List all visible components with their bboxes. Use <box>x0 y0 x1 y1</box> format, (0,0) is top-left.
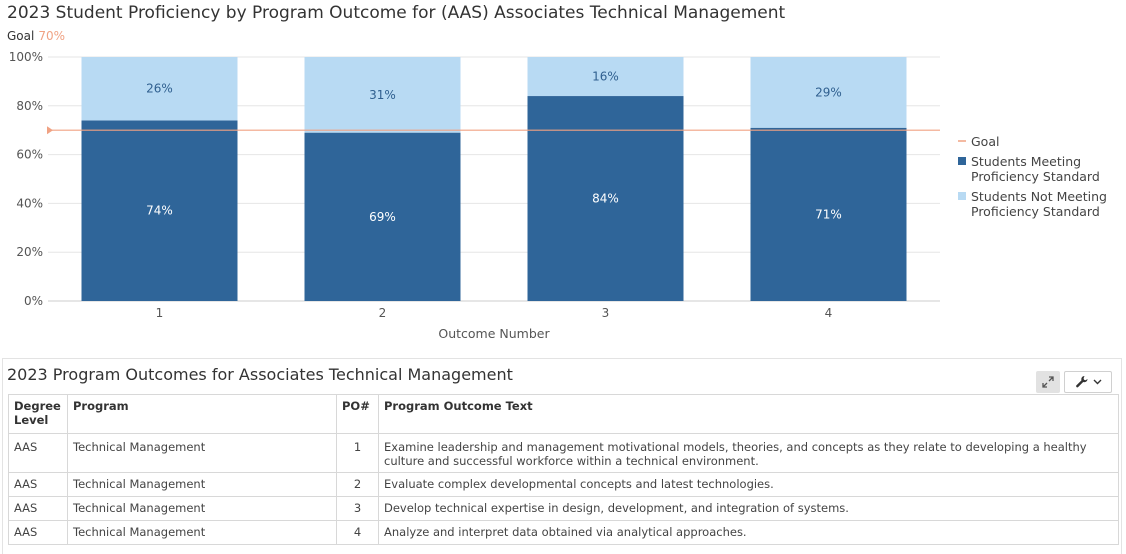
cell-program: Technical Management <box>67 433 337 473</box>
bar-not-meeting <box>304 57 461 133</box>
chart-title: 2023 Student Proficiency by Program Outc… <box>7 3 786 23</box>
cell-po: 2 <box>336 472 379 497</box>
table-row: AAS Technical Management 1 Examine leade… <box>8 433 1119 473</box>
cell-degree-level: AAS <box>8 472 68 497</box>
cell-program: Technical Management <box>67 520 337 545</box>
data-label-not-meeting: 26% <box>146 82 173 96</box>
bar-meeting <box>750 127 907 301</box>
panel-title: 2023 Program Outcomes for Associates Tec… <box>7 365 513 384</box>
bar-not-meeting <box>81 57 238 121</box>
table-header-row: Degree Level Program PO# Program Outcome… <box>8 394 1119 434</box>
cell-program: Technical Management <box>67 496 337 521</box>
y-tick-label: 100% <box>9 50 43 64</box>
cell-outcome-text: Evaluate complex developmental concepts … <box>378 472 1119 497</box>
legend-goal-label: Goal <box>971 134 999 149</box>
x-tick-label: 3 <box>602 306 610 320</box>
y-tick-label: 80% <box>16 99 43 113</box>
cell-outcome-text: Analyze and interpret data obtained via … <box>378 520 1119 545</box>
y-tick-label: 0% <box>24 294 43 308</box>
cell-degree-level: AAS <box>8 520 68 545</box>
data-label-not-meeting: 29% <box>815 85 842 99</box>
x-tick-label: 2 <box>379 306 387 320</box>
y-tick-label: 40% <box>16 196 43 210</box>
data-label-meeting: 74% <box>146 204 173 218</box>
legend-not-meeting-label-line2: Proficiency Standard <box>971 204 1100 219</box>
header-degree-level[interactable]: Degree Level <box>8 394 68 434</box>
cell-po: 3 <box>336 496 379 521</box>
legend-meeting-label-line2: Proficiency Standard <box>971 169 1100 184</box>
data-label-meeting: 84% <box>592 192 619 206</box>
x-tick-label: 1 <box>156 306 164 320</box>
legend-not-meeting-label-line1: Students Not Meeting <box>971 189 1107 204</box>
y-tick-label: 60% <box>16 148 43 162</box>
data-label-meeting: 69% <box>369 210 396 224</box>
cell-po: 1 <box>336 433 379 473</box>
table-row: AAS Technical Management 3 Develop techn… <box>8 496 1119 521</box>
bar-meeting <box>304 132 461 301</box>
table-row: AAS Technical Management 2 Evaluate comp… <box>8 472 1119 497</box>
y-tick-label: 20% <box>16 245 43 259</box>
goal-marker <box>47 126 53 135</box>
header-po[interactable]: PO# <box>336 394 379 434</box>
data-label-meeting: 71% <box>815 207 842 221</box>
bar-meeting <box>81 120 238 301</box>
data-label-not-meeting: 16% <box>592 70 619 84</box>
cell-program: Technical Management <box>67 472 337 497</box>
x-tick-label: 4 <box>825 306 833 320</box>
chart-plot: 0% 20% 40% 60% 80% 100% 74% 26% 1 69% 31% 2 84% 16% 3 7… <box>9 50 1107 341</box>
cell-po: 4 <box>336 520 379 545</box>
table-row: AAS Technical Management 4 Analyze and i… <box>8 520 1119 545</box>
bar-not-meeting <box>527 57 684 97</box>
legend-meeting-label-line1: Students Meeting <box>971 154 1081 169</box>
goal-caption-label: Goal <box>7 29 35 43</box>
chevron-down-icon <box>1093 379 1101 385</box>
expand-icon <box>1042 376 1054 388</box>
cell-outcome-text: Develop technical expertise in design, d… <box>378 496 1119 521</box>
cell-outcome-text: Examine leadership and management motiva… <box>378 433 1119 473</box>
header-outcome-text[interactable]: Program Outcome Text <box>378 394 1119 434</box>
wrench-icon <box>1075 376 1087 388</box>
legend-meeting-swatch <box>958 157 966 165</box>
goal-caption-value: 70% <box>38 29 65 43</box>
program-outcomes-table: Degree Level Program PO# Program Outcome… <box>8 394 1119 545</box>
expand-button[interactable] <box>1036 371 1060 393</box>
header-program[interactable]: Program <box>67 394 337 434</box>
program-outcomes-panel: 2023 Program Outcomes for Associates Tec… <box>2 358 1122 554</box>
bar-not-meeting <box>750 57 907 128</box>
legend-not-meeting-swatch <box>958 192 966 200</box>
data-label-not-meeting: 31% <box>369 88 396 102</box>
cell-degree-level: AAS <box>8 496 68 521</box>
tools-menu-button[interactable] <box>1064 371 1112 393</box>
cell-degree-level: AAS <box>8 433 68 473</box>
x-axis-title: Outcome Number <box>438 326 550 341</box>
goal-caption: Goal 70% <box>7 29 65 43</box>
